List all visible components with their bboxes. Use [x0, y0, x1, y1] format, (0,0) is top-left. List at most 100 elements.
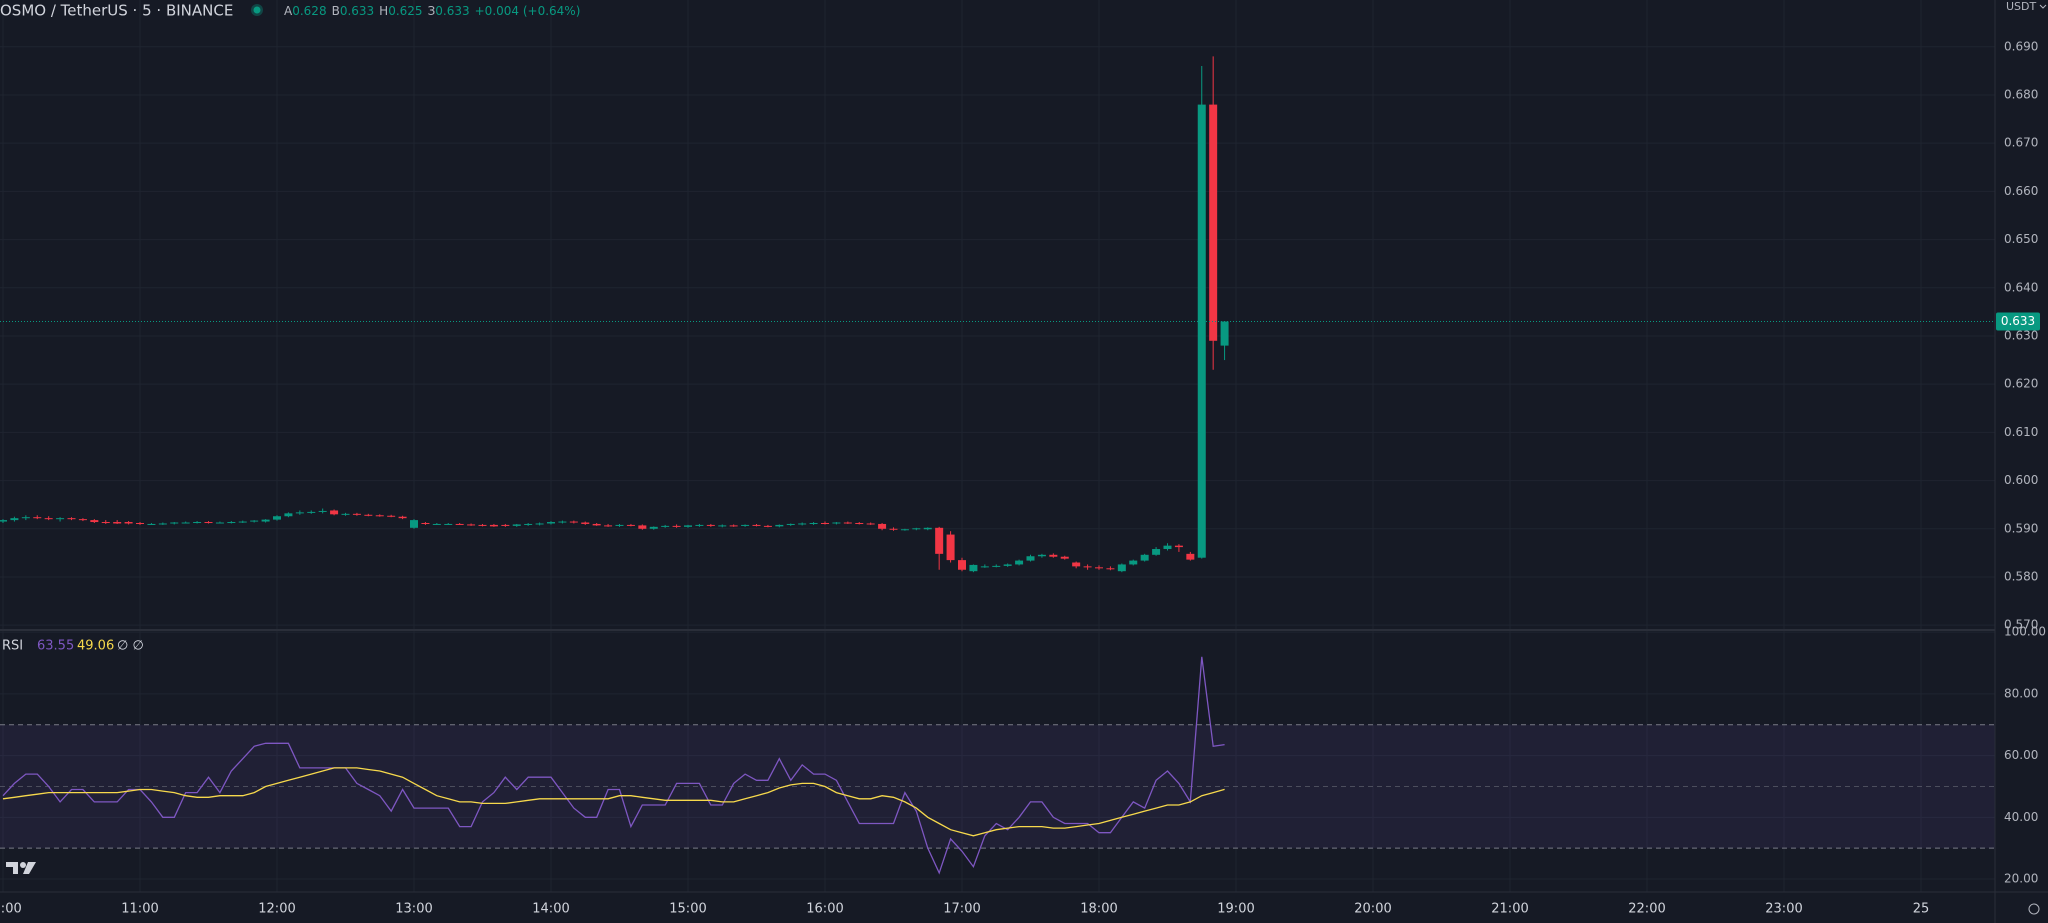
candle-body [250, 520, 259, 522]
candle-body [855, 522, 864, 524]
currency-label[interactable]: USDT [2006, 0, 2037, 13]
candle-body [273, 516, 281, 520]
candle-body [946, 534, 955, 561]
candle-body [158, 523, 167, 525]
high-value: 0.633 [340, 4, 374, 18]
x-tick-label: 11:00 [121, 902, 158, 917]
candle-body [1220, 321, 1229, 346]
high-label: В [332, 4, 340, 18]
close-label: З [428, 4, 436, 18]
candle-body [181, 522, 190, 524]
candle-body [695, 524, 704, 526]
candle-body [21, 517, 30, 519]
candle-body [56, 518, 65, 520]
x-tick-label: 14:00 [532, 902, 569, 917]
candle-body [136, 522, 144, 524]
rsi-line [2, 767, 1225, 837]
last-price-label: 0.633 [2001, 314, 2035, 328]
candle-body [78, 519, 87, 521]
change-value: +0.004 (+0.64%) [475, 4, 581, 18]
candle-body [878, 523, 887, 529]
candle-body [524, 523, 533, 525]
candle-body [980, 566, 989, 568]
candle-body [1003, 564, 1012, 566]
candle-body [889, 528, 898, 530]
candle-body [900, 529, 909, 531]
candle-body [227, 522, 236, 524]
rsi-tick-label: 80.00 [2004, 686, 2038, 700]
candle-body [113, 522, 122, 524]
candle-body [295, 512, 304, 514]
candle-body [798, 523, 807, 525]
candle-body [1163, 545, 1172, 550]
x-tick-label: 16:00 [806, 902, 843, 917]
rsi-tick-label: 20.00 [2004, 872, 2038, 886]
symbol-title[interactable]: OSMO / TetherUS · 5 · BINANCE [0, 2, 233, 20]
candle-body [1095, 567, 1103, 569]
candle-body [832, 522, 841, 524]
candle-body [1197, 104, 1206, 558]
candle-body [512, 524, 521, 526]
candle-body [204, 522, 213, 524]
candle-body [33, 517, 42, 519]
rsi-title[interactable]: RSI [2, 639, 23, 654]
candle-body [238, 521, 247, 523]
candle-body [741, 524, 750, 526]
rsi-tick-label: 60.00 [2004, 748, 2038, 762]
candle-body [729, 525, 738, 527]
candle-body [124, 522, 133, 524]
rsi-band [0, 724, 1995, 849]
rsi-line [2, 656, 1225, 875]
candle-body [398, 516, 407, 519]
y-tick-label: 0.650 [2004, 232, 2038, 246]
candle-body [969, 564, 978, 572]
ohlc-legend: А0.628 В0.633 Н0.625 З0.633 +0.004 (+0.64%) [284, 4, 580, 18]
candle-body [935, 527, 944, 554]
candle-body [1174, 545, 1183, 548]
candle-body [421, 522, 430, 524]
last-price-box [1996, 312, 2040, 331]
candle-body [626, 524, 635, 526]
candle-body [912, 528, 921, 530]
candle-body [318, 510, 327, 512]
y-tick-label: 0.660 [2004, 184, 2038, 198]
rsi-tick-label: 40.00 [2004, 810, 2038, 824]
rsi-extra: ∅ ∅ [117, 639, 144, 654]
rsi-tick-label: 100.00 [2004, 625, 2046, 639]
x-tick-label: 22:00 [1628, 902, 1665, 917]
settings-icon[interactable] [2028, 903, 2040, 915]
candle-body [786, 523, 795, 525]
candle-body [1049, 554, 1058, 557]
candle-body [775, 524, 784, 527]
y-tick-label: 0.580 [2004, 569, 2038, 583]
y-tick-label: 0.600 [2004, 473, 2038, 487]
candle-body [1083, 566, 1092, 568]
candle-body [0, 520, 7, 522]
candle-body [821, 522, 829, 524]
candle-body [535, 523, 544, 525]
candle-body [147, 523, 156, 525]
y-tick-label: 0.590 [2004, 521, 2038, 535]
x-tick-label: 15:00 [669, 902, 706, 917]
candle-body [1129, 560, 1138, 565]
candle-body [444, 523, 453, 525]
candle-body [341, 513, 350, 515]
candle-body [581, 522, 590, 524]
currency-caret [2039, 4, 2047, 9]
y-tick-label: 0.670 [2004, 136, 2038, 150]
candle-body [569, 521, 578, 523]
candle-body [958, 560, 966, 570]
candle-body [672, 525, 681, 527]
x-tick-label: 10:00 [0, 902, 22, 917]
candle-body [455, 523, 464, 525]
candle-body [10, 518, 19, 521]
tv-logo[interactable] [6, 862, 36, 874]
candle-body [866, 523, 875, 525]
candle-body [558, 521, 567, 523]
candle-body [1117, 564, 1126, 572]
x-tick-label: 18:00 [1080, 902, 1117, 917]
open-label: А [284, 4, 293, 18]
candle-body [467, 524, 476, 526]
